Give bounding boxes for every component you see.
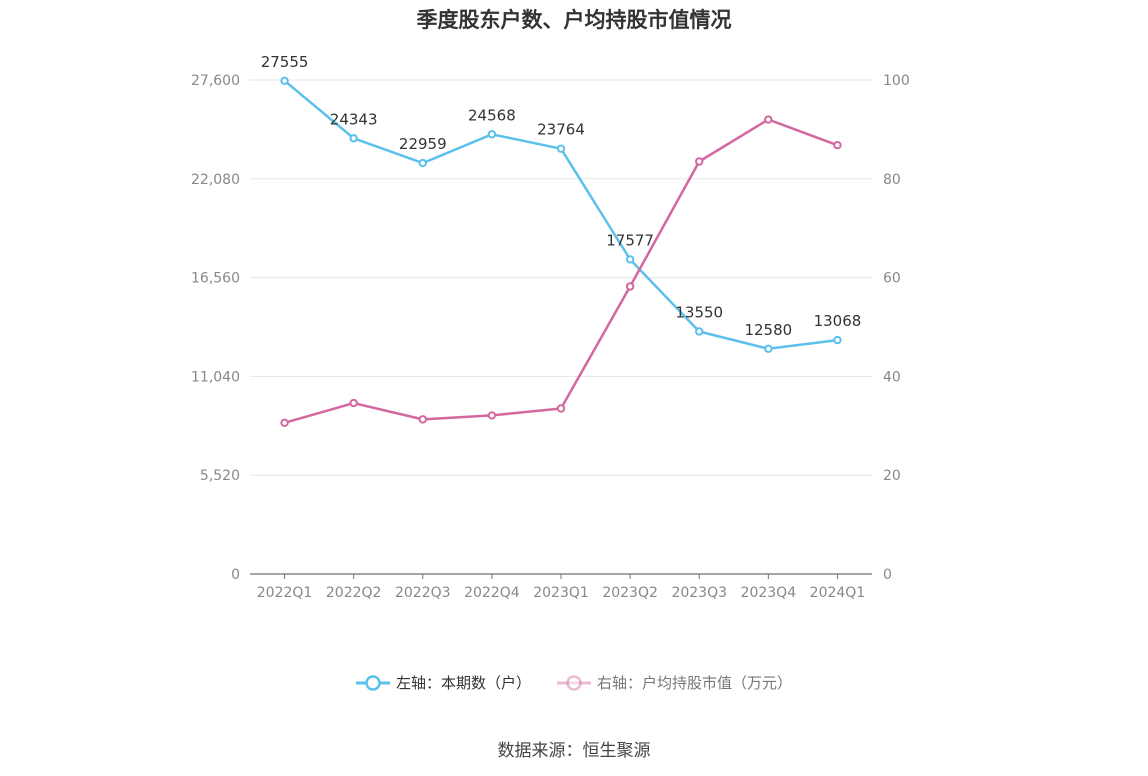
y-right-tick-label: 40 (883, 369, 901, 385)
legend-item-left-series[interactable]: 左轴：本期数（户） (355, 672, 531, 693)
series-lines (280, 76, 842, 428)
x-tick-label: 2022Q1 (257, 585, 313, 601)
data-point (764, 115, 773, 124)
data-point (764, 344, 773, 354)
data-point (625, 282, 635, 291)
legend-label-left-series: 左轴：本期数（户） (395, 674, 531, 692)
data-point (833, 335, 842, 345)
data-point (280, 418, 289, 428)
data-point (625, 255, 635, 264)
x-tick-label: 2023Q3 (671, 585, 727, 601)
x-tick-label: 2023Q2 (602, 585, 658, 601)
x-tick-label: 2023Q1 (533, 585, 589, 601)
data-label: 22959 (399, 135, 447, 153)
data-point (833, 141, 842, 150)
data-label: 24343 (330, 110, 378, 128)
data-point (349, 398, 358, 408)
y-left-tick-label: 22,080 (191, 172, 240, 188)
data-labels: 27555 24343 22959 24568 23764 17577 13550 12580… (261, 53, 862, 339)
axes: 0 0 5,520 20 11,040 40 16,560 60 22,080 80 27,600 1… (191, 73, 910, 601)
data-point (349, 134, 358, 143)
data-point (418, 158, 427, 168)
data-label: 24568 (468, 106, 516, 124)
y-right-tick-label: 100 (883, 73, 910, 89)
data-point (280, 76, 289, 86)
y-right-tick-label: 0 (883, 567, 892, 583)
data-label: 13068 (814, 312, 862, 330)
legend: 左轴：本期数（户） 右轴：户均持股市值（万元） (0, 672, 1148, 693)
series-line-right (284, 118, 838, 425)
legend-marker-left-series (355, 674, 390, 691)
x-tick-label: 2022Q4 (464, 585, 520, 601)
data-point (418, 415, 427, 424)
y-left-tick-label: 27,600 (191, 73, 240, 89)
x-tick-label: 2022Q3 (395, 585, 451, 601)
y-left-tick-label: 16,560 (191, 271, 240, 287)
x-tick-label: 2023Q4 (741, 585, 797, 601)
data-point (556, 144, 566, 153)
y-right-tick-label: 60 (883, 271, 901, 287)
data-point (695, 157, 704, 166)
data-point (556, 404, 566, 413)
data-label: 23764 (537, 121, 585, 139)
y-left-tick-label: 5,520 (200, 468, 240, 484)
grid-lines (250, 79, 872, 476)
data-point (487, 411, 497, 420)
data-point (695, 327, 704, 336)
data-label: 12580 (744, 321, 792, 339)
data-label: 17577 (606, 231, 654, 249)
y-right-tick-label: 20 (883, 468, 901, 484)
y-left-tick-label: 11,040 (191, 369, 240, 385)
legend-item-right-series[interactable]: 右轴：户均持股市值（万元） (557, 672, 792, 693)
legend-label-right-series: 右轴：户均持股市值（万元） (597, 674, 793, 692)
data-label: 27555 (261, 53, 309, 71)
data-label: 13550 (675, 303, 723, 321)
y-left-tick-label: 0 (231, 567, 240, 583)
x-tick-label: 2024Q1 (810, 585, 866, 601)
chart-title: 季度股东户数、户均持股市值情况 (416, 8, 732, 32)
data-point (487, 130, 497, 139)
legend-marker-right-series (557, 674, 591, 691)
x-tick-label: 2022Q2 (326, 585, 382, 601)
y-right-tick-label: 80 (883, 172, 901, 188)
data-source: 数据来源：恒生聚源 (497, 741, 651, 761)
